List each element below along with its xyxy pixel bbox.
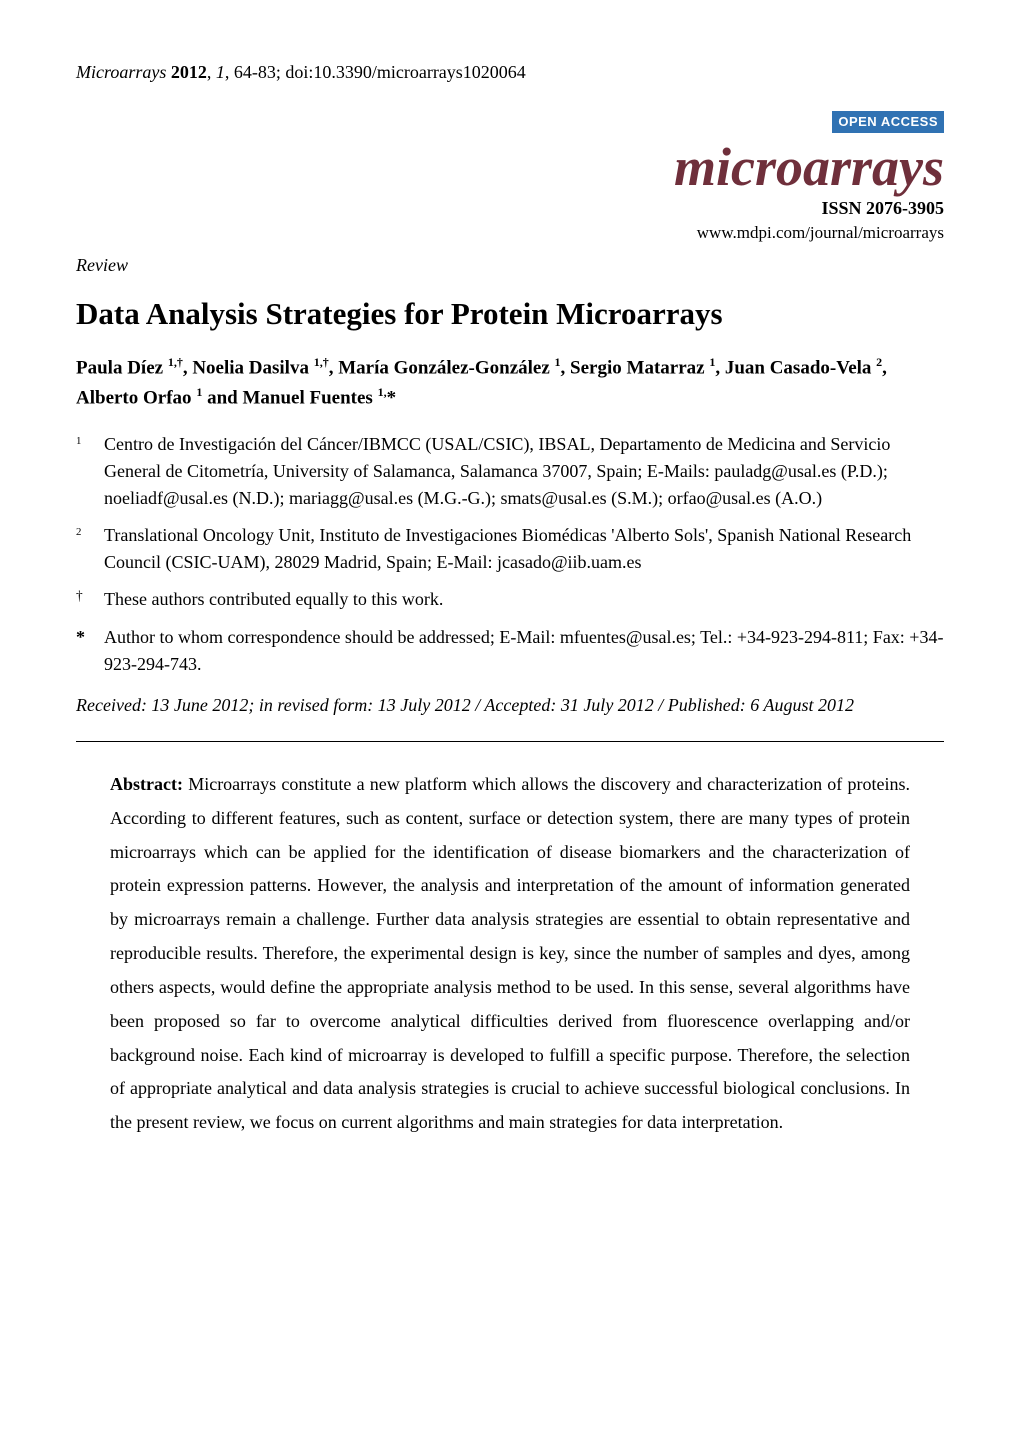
header-right: OPEN ACCESS	[76, 111, 944, 133]
affiliation-marker-sup: 1	[76, 435, 81, 447]
corresponding-note: * Author to whom correspondence should b…	[76, 624, 944, 678]
affiliation-item: 2 Translational Oncology Unit, Instituto…	[76, 522, 944, 576]
journal-name: Microarrays	[76, 62, 166, 82]
author-name: , Noelia Dasilva	[183, 357, 314, 378]
year: 2012	[171, 62, 207, 82]
author-list: Paula Díez 1,†, Noelia Dasilva 1,†, Marí…	[76, 353, 944, 413]
author-affil-sup: 1,†	[314, 355, 329, 369]
affiliation-marker-sup: 2	[76, 526, 81, 538]
journal-logo: microarrays	[76, 140, 944, 194]
running-head: Microarrays 2012, 1, 64-83; doi:10.3390/…	[76, 60, 944, 85]
dagger-sup: †	[76, 588, 83, 603]
corresponding-star: *	[387, 387, 397, 408]
horizontal-rule	[76, 741, 944, 742]
abstract-text: Microarrays constitute a new platform wh…	[110, 774, 910, 1132]
author-name: , Juan Casado-Vela	[715, 357, 876, 378]
dagger-marker: †	[76, 586, 104, 614]
author-name: Paula Díez	[76, 357, 168, 378]
article-dates: Received: 13 June 2012; in revised form:…	[76, 692, 944, 719]
abstract-label: Abstract:	[110, 774, 183, 794]
affiliation-text: Translational Oncology Unit, Instituto d…	[104, 522, 944, 576]
affiliation-text: Centro de Investigación del Cáncer/IBMCC…	[104, 431, 944, 512]
equal-contribution-text: These authors contributed equally to thi…	[104, 586, 944, 614]
pages: 64-83	[234, 62, 276, 82]
running-head-sep2: ,	[225, 62, 234, 82]
affiliation-marker: 1	[76, 431, 104, 512]
equal-contribution-note: † These authors contributed equally to t…	[76, 586, 944, 614]
corresponding-text: Author to whom correspondence should be …	[104, 624, 944, 678]
author-name: , Sergio Matarraz	[561, 357, 710, 378]
affiliation-item: 1 Centro de Investigación del Cáncer/IBM…	[76, 431, 944, 512]
doi: doi:10.3390/microarrays1020064	[285, 62, 525, 82]
article-type: Review	[76, 253, 944, 278]
author-name: , María González-González	[329, 357, 555, 378]
abstract: Abstract: Microarrays constitute a new p…	[110, 768, 910, 1140]
affiliation-list: 1 Centro de Investigación del Cáncer/IBM…	[76, 431, 944, 678]
author-affil-sup: 1,†	[168, 355, 183, 369]
star-marker: *	[76, 624, 104, 678]
issn: ISSN 2076-3905	[76, 196, 944, 221]
open-access-badge: OPEN ACCESS	[832, 111, 944, 133]
running-head-sep: ,	[207, 62, 216, 82]
article-title: Data Analysis Strategies for Protein Mic…	[76, 292, 944, 335]
running-head-sep3: ;	[276, 62, 286, 82]
author-affil-sup: 1,	[378, 385, 387, 399]
volume: 1	[216, 62, 225, 82]
author-name: and Manuel Fuentes	[202, 387, 377, 408]
journal-url: www.mdpi.com/journal/microarrays	[76, 221, 944, 245]
affiliation-marker: 2	[76, 522, 104, 576]
